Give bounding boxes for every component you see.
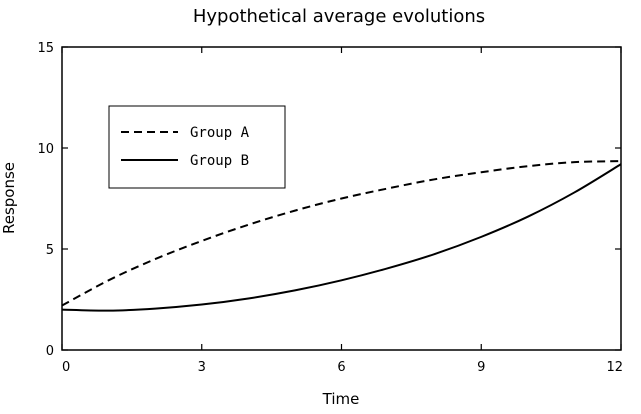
y-tick-label: 15	[37, 41, 54, 56]
legend: Group A Group B	[108, 105, 286, 189]
x-axis-label: Time	[322, 390, 360, 408]
y-tick-label: 5	[46, 243, 54, 258]
series-line-group-b	[61, 163, 622, 312]
legend-label-group-b: Group B	[190, 153, 249, 169]
y-axis-label: Response	[0, 162, 18, 234]
y-tick-label: 10	[37, 142, 54, 157]
y-tick-label: 0	[46, 344, 54, 359]
x-tick-label: 9	[477, 360, 485, 375]
x-tick-label: 0	[62, 360, 70, 375]
x-tick-label: 12	[606, 360, 623, 375]
chart-title: Hypothetical average evolutions	[193, 6, 485, 27]
legend-label-group-a: Group A	[190, 125, 250, 141]
x-axis: 0 3 6 9 12	[61, 47, 623, 375]
x-tick-label: 3	[198, 360, 206, 375]
series-layer	[61, 160, 622, 312]
y-axis: 0 5 10 15	[37, 41, 621, 359]
legend-box	[108, 105, 286, 189]
x-tick-label: 6	[337, 360, 345, 375]
series-line-group-a	[61, 160, 622, 307]
